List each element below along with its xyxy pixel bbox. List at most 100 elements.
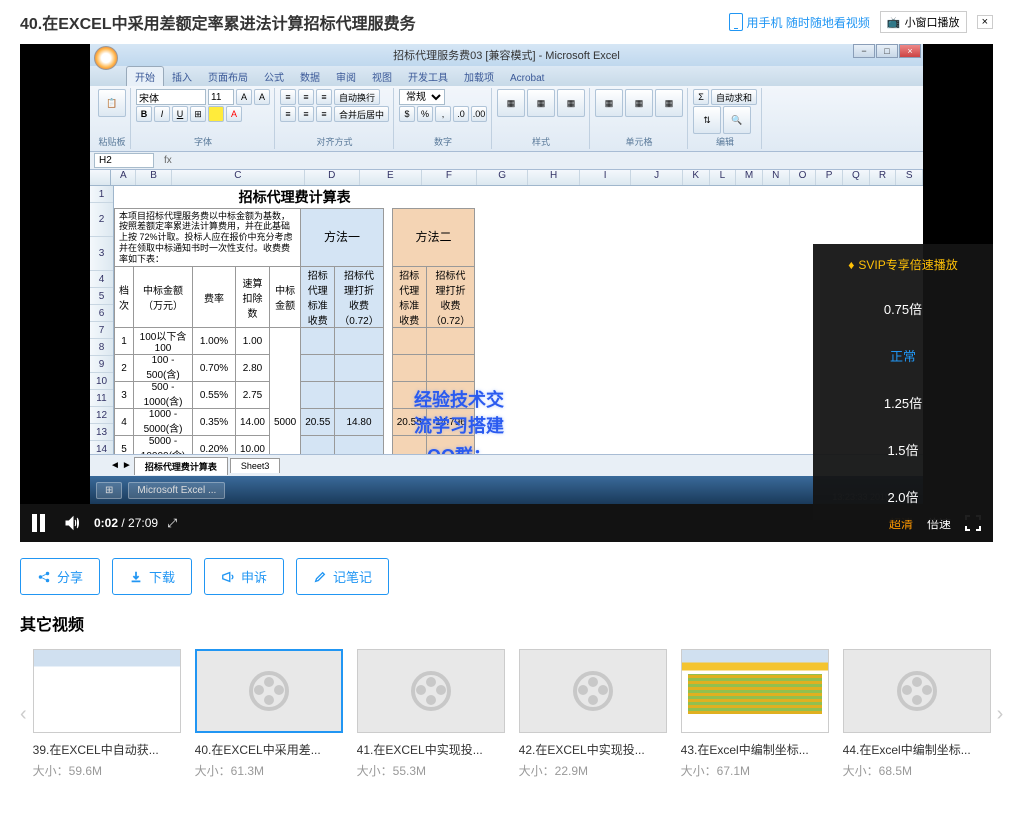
ribbon-tabs: 开始插入页面布局公式数据审阅视图开发工具加载项Acrobat [90, 66, 923, 86]
column-headers: ABCDEFGHIJKLMNOPQRS [90, 170, 923, 186]
ribbon-tab: 公式 [256, 67, 292, 86]
crown-icon: ♦ [848, 258, 854, 272]
cell-style-icon: ▦ [557, 89, 585, 117]
paste-icon: 📋 [98, 89, 126, 117]
video-item-size: 大小：22.9M [519, 762, 667, 779]
video-item-size: 大小：59.6M [33, 762, 181, 779]
video-item-size: 大小：68.5M [843, 762, 991, 779]
ribbon-tab: 审阅 [328, 67, 364, 86]
pencil-icon [313, 570, 327, 584]
video-card[interactable]: 44.在Excel中编制坐标... 大小：68.5M [843, 649, 991, 779]
fill-color-icon [208, 106, 224, 122]
mini-window-button[interactable]: 📺 小窗口播放 [880, 11, 967, 33]
excel-titlebar: 招标代理服务费03 [兼容模式] - Microsoft Excel − □ × [90, 44, 923, 66]
font-size-select [208, 89, 234, 105]
video-item-title: 41.在EXCEL中实现投... [357, 741, 505, 758]
video-card[interactable]: 41.在EXCEL中实现投... 大小：55.3M [357, 649, 505, 779]
fx-icon: fx [158, 155, 178, 166]
ribbon-tab: 插入 [164, 67, 200, 86]
note-button[interactable]: 记笔记 [296, 558, 389, 595]
mobile-text: 用手机 随时随地看视频 [747, 14, 870, 31]
video-card[interactable]: 42.在EXCEL中实现投... 大小：22.9M [519, 649, 667, 779]
watermark: 经验技术交流学习搭建 QQ群：718195723 [414, 386, 504, 454]
video-item-size: 大小：55.3M [357, 762, 505, 779]
video-item-size: 大小：67.1M [681, 762, 829, 779]
video-list: 39.在EXCEL中自动获...大小：59.6M40.在EXCEL中采用差...… [33, 649, 991, 779]
cond-format-icon: ▦ [497, 89, 525, 117]
reel-icon [411, 671, 451, 711]
row-headers: 12345678910111213141516 [90, 186, 114, 454]
decrease-font-icon: A [254, 89, 270, 105]
video-card[interactable]: 40.在EXCEL中采用差... 大小：61.3M [195, 649, 343, 779]
carousel-next[interactable]: › [997, 684, 1004, 744]
ribbon-tab: 加载项 [456, 67, 502, 86]
font-family-select [136, 89, 206, 105]
taskbar: ⊞ Microsoft Excel ... [90, 476, 923, 504]
formula-bar: H2 fx [90, 152, 923, 170]
time-display: 0:02 / 27:09 ⤢ [94, 516, 177, 531]
table-format-icon: ▦ [527, 89, 555, 117]
ribbon-tab: Acrobat [502, 71, 552, 86]
download-icon [129, 570, 143, 584]
speed-option[interactable]: 正常 [813, 332, 993, 379]
minimize-button: − [853, 44, 875, 58]
video-thumbnail [357, 649, 505, 733]
reel-icon [573, 671, 613, 711]
download-button[interactable]: 下载 [112, 558, 192, 595]
speed-option[interactable]: 1.5倍 [813, 426, 993, 473]
ribbon-tab: 视图 [364, 67, 400, 86]
taskbar-excel: Microsoft Excel ... [128, 482, 225, 499]
speed-option[interactable]: 2.0倍 [813, 473, 993, 520]
video-thumbnail [843, 649, 991, 733]
report-button[interactable]: 申诉 [204, 558, 284, 595]
format-icon: ▦ [655, 89, 683, 117]
mini-close-button[interactable]: × [977, 15, 993, 29]
taskbar-start: ⊞ [96, 482, 122, 499]
sheet-tab: Sheet3 [230, 458, 281, 473]
video-item-title: 43.在Excel中编制坐标... [681, 741, 829, 758]
sheet-tabs: ◄► 招标代理费计算表 Sheet3 [90, 454, 923, 476]
delete-icon: ▦ [625, 89, 653, 117]
border-icon: ⊞ [190, 106, 206, 122]
speed-option[interactable]: 0.75倍 [813, 285, 993, 332]
video-item-title: 40.在EXCEL中采用差... [195, 741, 343, 758]
action-bar: 分享 下载 申诉 记笔记 [0, 542, 1013, 611]
mobile-link[interactable]: 用手机 随时随地看视频 [729, 13, 870, 31]
speed-menu-title: ♦SVIP专享倍速播放 [813, 244, 993, 285]
italic-icon: I [154, 106, 170, 122]
volume-icon[interactable] [64, 515, 80, 531]
share-button[interactable]: 分享 [20, 558, 100, 595]
video-item-title: 42.在EXCEL中实现投... [519, 741, 667, 758]
ribbon-tab: 数据 [292, 67, 328, 86]
other-videos-title: 其它视频 [20, 611, 993, 635]
name-box: H2 [94, 153, 154, 168]
video-card[interactable]: 39.在EXCEL中自动获...大小：59.6M [33, 649, 181, 779]
megaphone-icon [221, 570, 235, 584]
ribbon: 📋 粘贴板 AA BIU ⊞A 字体 ≡≡≡自动换行 [90, 86, 923, 152]
phone-icon [729, 13, 743, 31]
excel-window: 招标代理服务费03 [兼容模式] - Microsoft Excel − □ ×… [90, 44, 923, 504]
sheet-tab: 招标代理费计算表 [134, 457, 228, 475]
expand-icon[interactable]: ⤢ [167, 516, 177, 530]
sort-icon: ⇅ [693, 106, 721, 134]
ribbon-tab: 页面布局 [200, 67, 256, 86]
office-button-icon [94, 46, 118, 70]
pause-button[interactable] [32, 514, 50, 532]
reel-icon [249, 671, 289, 711]
carousel-prev[interactable]: ‹ [20, 684, 27, 744]
reel-icon [897, 671, 937, 711]
video-card[interactable]: 43.在Excel中编制坐标... 大小：67.1M [681, 649, 829, 779]
video-item-title: 44.在Excel中编制坐标... [843, 741, 991, 758]
tv-icon: 📺 [887, 16, 901, 29]
increase-font-icon: A [236, 89, 252, 105]
bold-icon: B [136, 106, 152, 122]
underline-icon: U [172, 106, 188, 122]
video-item-size: 大小：61.3M [195, 762, 343, 779]
speed-menu: ♦SVIP专享倍速播放 0.75倍正常1.25倍1.5倍2.0倍 [813, 244, 993, 520]
maximize-button: □ [876, 44, 898, 58]
video-thumbnail [519, 649, 667, 733]
font-color-icon: A [226, 106, 242, 122]
video-player: 招标代理服务费03 [兼容模式] - Microsoft Excel − □ ×… [20, 44, 993, 542]
close-button: × [899, 44, 921, 58]
speed-option[interactable]: 1.25倍 [813, 379, 993, 426]
